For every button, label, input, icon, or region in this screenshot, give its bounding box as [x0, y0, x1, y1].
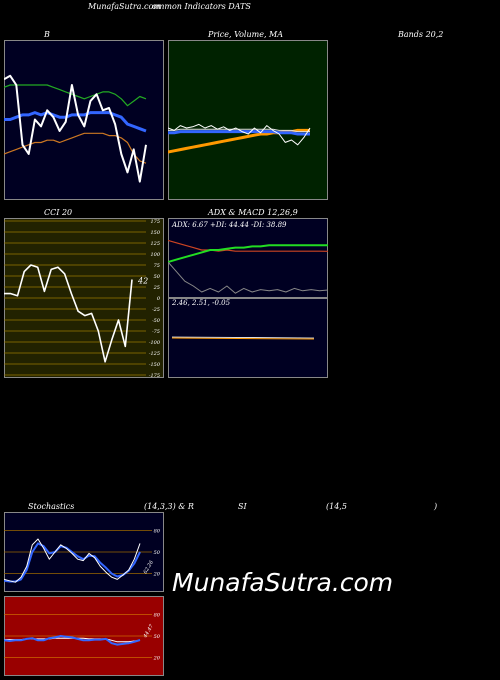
macd-line [171, 336, 315, 339]
panel-background [4, 40, 164, 200]
middle-band-line [4, 111, 147, 133]
ma-white-line [168, 128, 310, 133]
minus-di-line [168, 239, 328, 252]
bollinger-label: B [44, 30, 50, 39]
tick-label: 50 [154, 550, 161, 556]
macd-readout: 2.46, 2.51, -0.05 [171, 299, 231, 307]
adx-readout: ADX: 6.67 +DI: 44.44 -DI: 38.89 [171, 221, 287, 229]
tick-label: 50 [154, 274, 161, 280]
price-line [4, 74, 147, 183]
page-subtitle: ommon Indicators DATS [152, 2, 251, 11]
tick-label: 50 [154, 634, 161, 640]
rsi-line [4, 635, 141, 646]
stoch-k-line [4, 538, 141, 583]
cci-chart: 175 150 125 100 75 50 25 0 -25 -50 -75 -100 -125 -150… [4, 218, 164, 378]
price-ma-label: Price, Volume, MA [208, 30, 284, 39]
plus-di-line [168, 244, 328, 263]
adx-macd-label: ADX & MACD 12,26,9 [208, 208, 298, 217]
tick-label: 80 [154, 528, 161, 534]
tick-label: -25 [152, 307, 160, 313]
stoch-params: (14,3,3) & R [144, 502, 194, 511]
site-title: MunafaSutra.com [88, 2, 161, 11]
bollinger-label-2: Bands 20,2 [398, 30, 444, 39]
tick-label: -50 [152, 318, 161, 324]
adx-line [168, 261, 328, 294]
panel-background [168, 218, 328, 298]
tick-label: -175 [149, 373, 160, 378]
rsi-label: SI [238, 502, 247, 511]
panel-background [168, 40, 328, 200]
tick-label: 100 [150, 252, 160, 258]
tick-label: 20 [153, 572, 161, 578]
tick-label: 175 [150, 219, 160, 225]
watermark: MunafaSutra.com [172, 568, 394, 597]
price-line [168, 123, 311, 146]
rsi-close: ) [434, 502, 438, 511]
tick-label: 75 [154, 263, 160, 269]
tick-label: -75 [152, 329, 160, 335]
stoch-label: Stochastics [28, 502, 75, 511]
adx-macd-chart: ADX: 6.67 +DI: 44.44 -DI: 38.89 2.46, 2.5… [168, 218, 328, 378]
tick-label: 25 [153, 285, 160, 291]
tick-label: -125 [149, 351, 160, 357]
macd-signal-line [171, 337, 315, 340]
tick-label: 125 [150, 241, 160, 247]
rsi-params: (14,5 [326, 502, 347, 511]
bollinger-chart [4, 40, 164, 200]
tick-label: 20 [153, 656, 161, 662]
cci-line [4, 264, 133, 363]
stoch-d-line [4, 542, 141, 583]
tick-label: -150 [149, 362, 161, 368]
tick-label: 0 [157, 296, 161, 302]
tick-label: -100 [149, 340, 161, 346]
price-ma-chart [168, 40, 328, 200]
lower-band-line [4, 132, 147, 164]
tick-label: 150 [150, 230, 160, 236]
cci-label: CCI 20 [44, 208, 73, 217]
tick-label: 80 [154, 612, 161, 618]
ma-blue-line [168, 130, 310, 136]
cci-value-label: 42 [137, 277, 148, 286]
